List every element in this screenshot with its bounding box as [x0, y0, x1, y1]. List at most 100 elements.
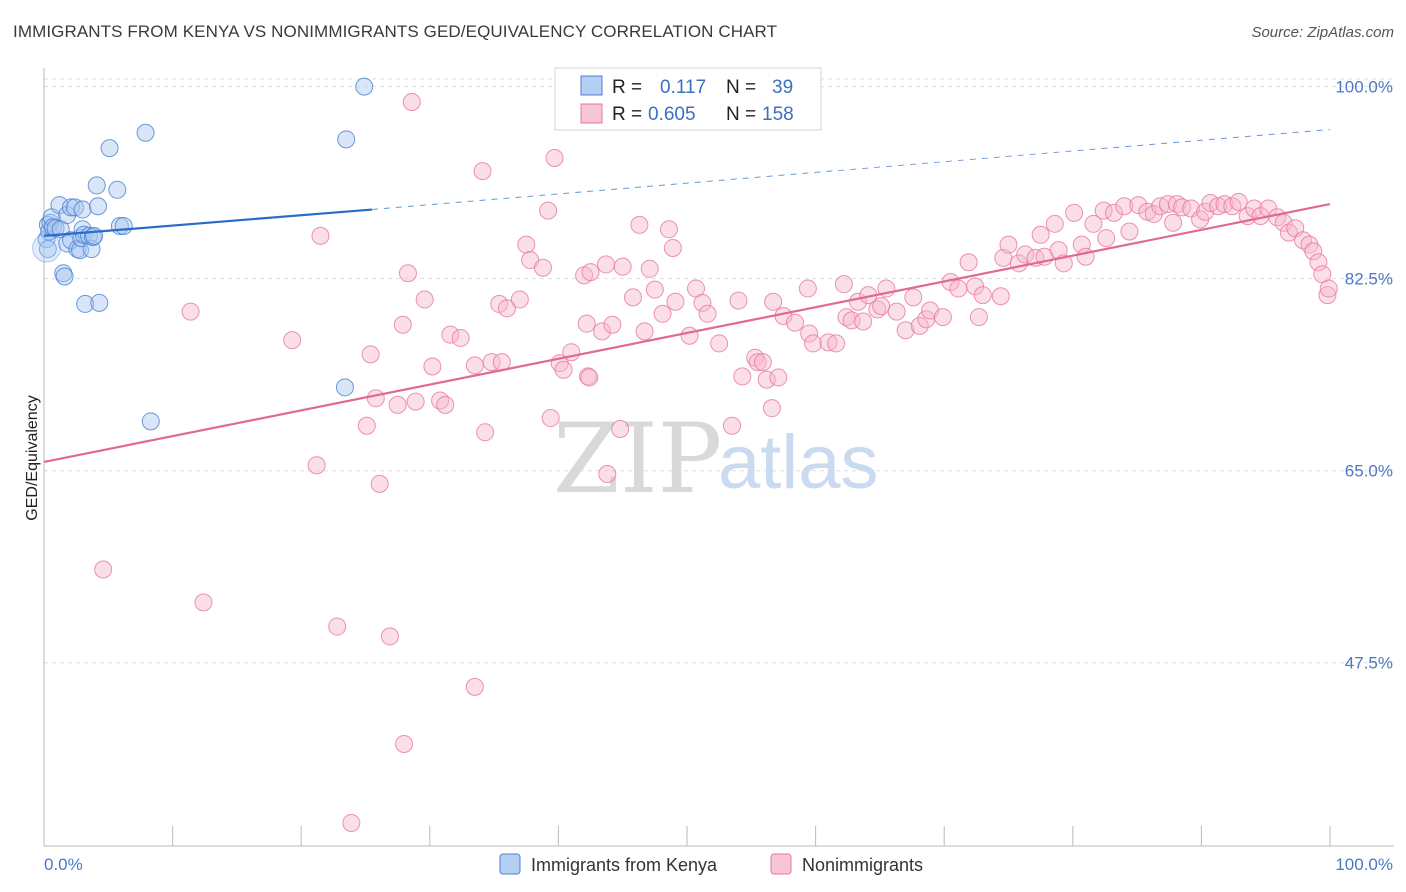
point-nonimmigrant [554, 360, 573, 379]
trend-lines [43, 128, 1331, 464]
point-kenya [55, 267, 74, 286]
legend-swatch-kenya [499, 853, 521, 875]
point-nonimmigrant [827, 334, 846, 353]
point-nonimmigrant [1016, 245, 1035, 264]
point-nonimmigrant [307, 456, 326, 475]
point-kenya [62, 198, 81, 217]
legend-label-nonimmigrants: Nonimmigrants [802, 855, 923, 875]
point-nonimmigrant [283, 331, 302, 350]
point-nonimmigrant [423, 357, 442, 376]
point-nonimmigrant [959, 253, 978, 272]
point-nonimmigrant [436, 395, 455, 414]
point-nonimmigrant [904, 288, 923, 307]
x-ticks [43, 826, 1331, 846]
stats-legend: R = 0.117 N = 39 R = 0.605 N = 158 [554, 67, 822, 131]
point-kenya [335, 378, 354, 397]
stats-swatch-kenya [580, 75, 603, 96]
point-nonimmigrant [473, 162, 492, 181]
point-nonimmigrant [311, 226, 330, 245]
point-nonimmigrant [1104, 203, 1123, 222]
point-nonimmigrant [357, 416, 376, 435]
point-nonimmigrant [613, 257, 632, 276]
point-nonimmigrant [854, 312, 873, 331]
point-nonimmigrant [698, 304, 717, 323]
point-nonimmigrant [510, 290, 529, 309]
point-nonimmigrant [999, 235, 1018, 254]
point-nonimmigrant [834, 275, 853, 294]
y-tick-label: 47.5% [1345, 654, 1393, 673]
point-nonimmigrant [1304, 242, 1323, 261]
point-nonimmigrant [1229, 192, 1248, 211]
y-tick-label: 65.0% [1345, 462, 1393, 481]
point-nonimmigrant [533, 258, 552, 277]
stats-n-label-kenya: N = [726, 77, 756, 98]
point-nonimmigrant [842, 311, 861, 330]
point-nonimmigrant [1097, 229, 1116, 248]
point-nonimmigrant [398, 264, 417, 283]
point-kenya [100, 139, 119, 158]
point-nonimmigrant [887, 302, 906, 321]
point-nonimmigrant [991, 287, 1010, 306]
point-nonimmigrant [541, 409, 560, 428]
point-nonimmigrant [578, 367, 597, 386]
point-nonimmigrant [640, 259, 659, 278]
x-tick-label-max: 100.0% [1335, 855, 1393, 874]
point-nonimmigrant [729, 291, 748, 310]
point-nonimmigrant [1129, 196, 1148, 215]
watermark-zip: ZIP [553, 403, 722, 515]
point-nonimmigrant [645, 280, 664, 299]
point-nonimmigrant [630, 215, 649, 234]
gridlines [44, 78, 1394, 664]
point-nonimmigrant [581, 263, 600, 282]
y-tick-label: 82.5% [1345, 270, 1393, 289]
point-nonimmigrant [482, 353, 501, 372]
axes [43, 68, 1394, 847]
point-kenya [90, 293, 109, 312]
point-kenya [89, 197, 108, 216]
point-nonimmigrant [733, 367, 752, 386]
point-nonimmigrant [1319, 279, 1338, 298]
point-nonimmigrant [328, 617, 347, 636]
trend-line-kenya [43, 208, 373, 237]
point-nonimmigrant [497, 299, 516, 318]
point-nonimmigrant [580, 368, 599, 387]
point-nonimmigrant [476, 423, 495, 442]
point-kenya-cluster [32, 233, 62, 263]
point-nonimmigrant [710, 334, 729, 353]
watermark-atlas: atlas [718, 420, 879, 505]
point-nonimmigrant [723, 416, 742, 435]
series-nonimmigrants-points [94, 93, 1338, 832]
point-nonimmigrant [366, 389, 385, 408]
point-nonimmigrant [837, 308, 856, 327]
stats-n-label-nonimmigrants: N = [726, 104, 756, 125]
stats-r-label-nonimmigrants: R = [612, 104, 642, 125]
point-nonimmigrant [748, 353, 767, 372]
watermark: ZIP atlas [553, 403, 879, 515]
y-axis-title: GED/Equivalency [24, 395, 41, 520]
stats-r-value-nonimmigrants: 0.605 [648, 104, 696, 125]
point-nonimmigrant [395, 734, 414, 753]
point-nonimmigrant [94, 560, 113, 579]
source-note: Source: ZipAtlas.com [1251, 24, 1394, 41]
point-nonimmigrant [1158, 195, 1177, 214]
point-nonimmigrant [680, 326, 699, 345]
point-nonimmigrant [611, 420, 630, 439]
point-nonimmigrant [402, 93, 421, 112]
point-nonimmigrant [872, 297, 891, 316]
point-nonimmigrant [910, 316, 929, 335]
point-kenya [355, 77, 374, 96]
point-kenya [73, 200, 92, 219]
stats-n-value-nonimmigrants: 158 [762, 104, 794, 125]
stats-n-value-kenya: 39 [772, 77, 793, 98]
point-kenya [337, 130, 356, 149]
point-nonimmigrant [393, 315, 412, 334]
point-nonimmigrant [969, 308, 988, 327]
chart-title: IMMIGRANTS FROM KENYA VS NONIMMIGRANTS G… [13, 22, 778, 41]
point-nonimmigrant [764, 292, 783, 311]
point-kenya [114, 217, 133, 236]
point-nonimmigrant [415, 290, 434, 309]
point-nonimmigrant [545, 148, 564, 167]
series-legend: Immigrants from Kenya Nonimmigrants [499, 853, 923, 875]
point-nonimmigrant [517, 235, 536, 254]
